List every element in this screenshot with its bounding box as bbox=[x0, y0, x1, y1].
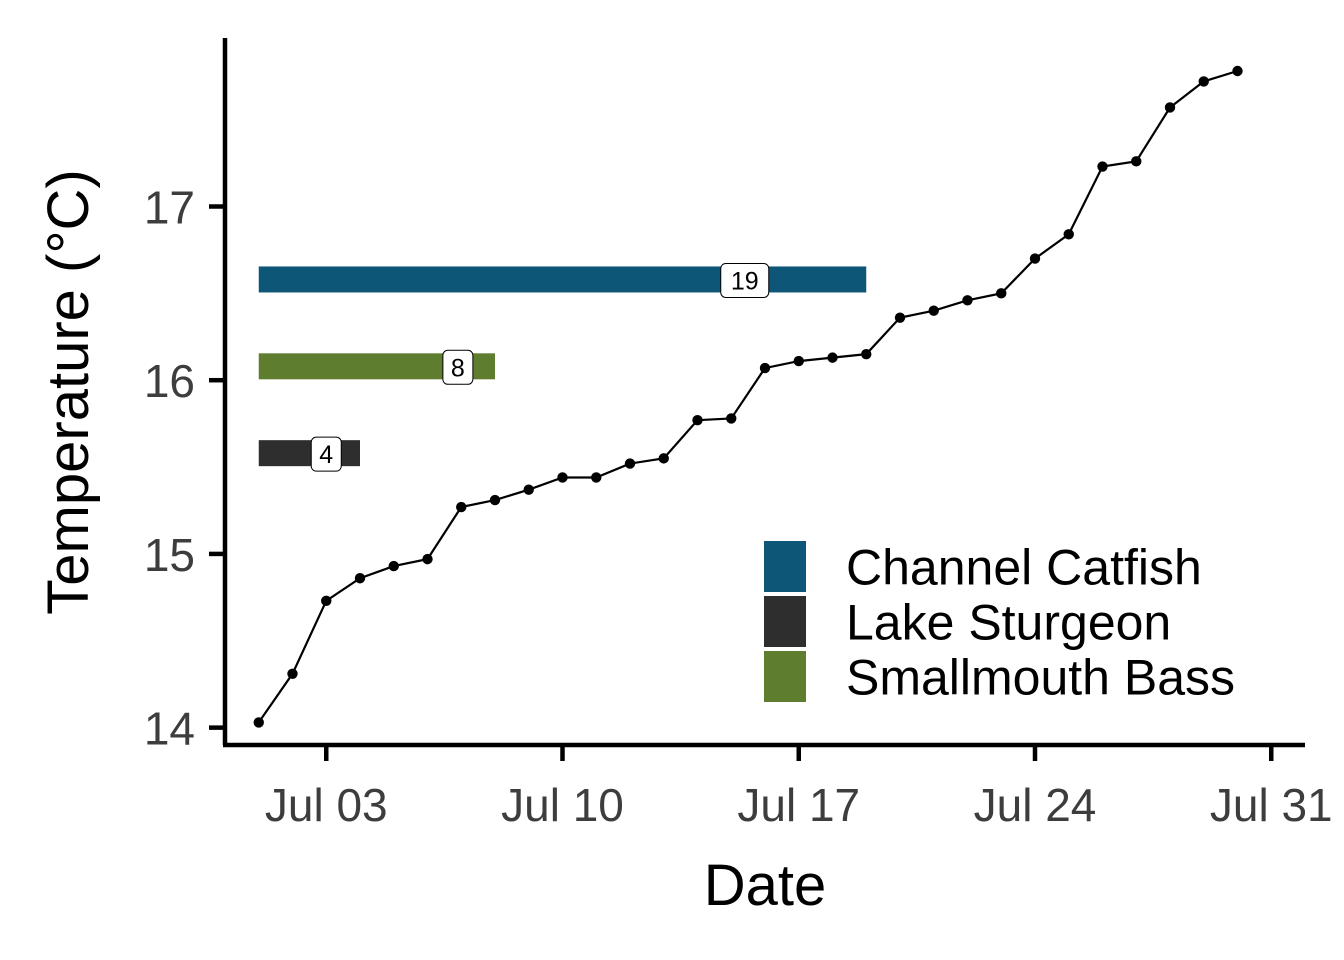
x-axis-title: Date bbox=[704, 853, 827, 918]
bar-label-box bbox=[310, 436, 342, 472]
legend-swatch bbox=[764, 541, 806, 592]
series-line bbox=[257, 69, 1238, 724]
legend-item: Smallmouth Bass bbox=[764, 650, 1235, 706]
bar bbox=[258, 440, 360, 467]
data-point bbox=[692, 414, 703, 426]
data-point bbox=[1131, 156, 1142, 167]
x-tick-label: Jul 17 bbox=[737, 779, 860, 831]
y-tick-label: 16 bbox=[144, 355, 195, 407]
legend-item: Lake Sturgeon bbox=[764, 595, 1171, 651]
data-point bbox=[1063, 229, 1074, 240]
data-point bbox=[523, 484, 534, 495]
legend-swatch bbox=[764, 596, 806, 647]
bar-label-box bbox=[442, 349, 474, 385]
data-point bbox=[996, 288, 1007, 299]
data-point bbox=[962, 295, 973, 306]
data-point bbox=[321, 595, 332, 607]
data-point bbox=[1097, 161, 1108, 172]
temperature-series bbox=[253, 65, 1243, 728]
data-point bbox=[557, 472, 568, 483]
y-axis-title: Temperature (°C) bbox=[36, 169, 101, 614]
x-tick-label: Jul 03 bbox=[265, 779, 388, 831]
data-point bbox=[1198, 76, 1209, 87]
data-point bbox=[759, 362, 771, 374]
bar-label: 8 bbox=[442, 349, 474, 385]
data-point bbox=[489, 494, 501, 506]
x-tick-label: Jul 24 bbox=[974, 779, 1097, 831]
bar-label-text: 8 bbox=[451, 354, 465, 382]
y-tick-label: 15 bbox=[144, 529, 195, 581]
data-point bbox=[726, 413, 737, 424]
data-point bbox=[827, 352, 838, 363]
data-point bbox=[1232, 65, 1243, 77]
bar-label: 19 bbox=[720, 262, 770, 298]
data-point bbox=[1029, 253, 1041, 264]
legend-item: Channel Catfish bbox=[764, 540, 1202, 596]
data-point bbox=[287, 668, 298, 679]
x-tick-label: Jul 10 bbox=[501, 779, 624, 831]
data-point bbox=[658, 453, 669, 464]
data-point bbox=[793, 355, 804, 367]
y-tick-label: 17 bbox=[144, 181, 195, 233]
legend-swatch bbox=[764, 651, 806, 702]
legend-label: Smallmouth Bass bbox=[846, 650, 1235, 706]
legend-label: Lake Sturgeon bbox=[846, 595, 1171, 651]
data-point bbox=[1164, 102, 1176, 113]
bar bbox=[258, 266, 867, 293]
axes: 14 15 16 17 Jul 03 Jul 10 Jul 17 Jul 24 Jul 31 bbox=[144, 38, 1333, 831]
x-tick-label: Jul 31 bbox=[1210, 779, 1333, 831]
legend-label: Channel Catfish bbox=[846, 540, 1202, 596]
data-point bbox=[354, 573, 366, 584]
bar-label-text: 4 bbox=[319, 441, 333, 469]
data-point bbox=[591, 472, 602, 483]
y-tick-label: 14 bbox=[144, 703, 195, 755]
bar-label: 4 bbox=[310, 436, 342, 472]
data-point bbox=[928, 305, 939, 316]
data-point bbox=[624, 458, 636, 469]
bar-label-box bbox=[720, 262, 770, 298]
data-point bbox=[894, 312, 906, 323]
data-point bbox=[456, 501, 467, 513]
data-point bbox=[861, 348, 872, 360]
data-point bbox=[388, 560, 399, 572]
data-point bbox=[253, 717, 264, 728]
bar-label-text: 19 bbox=[731, 267, 759, 295]
data-point bbox=[422, 553, 433, 565]
